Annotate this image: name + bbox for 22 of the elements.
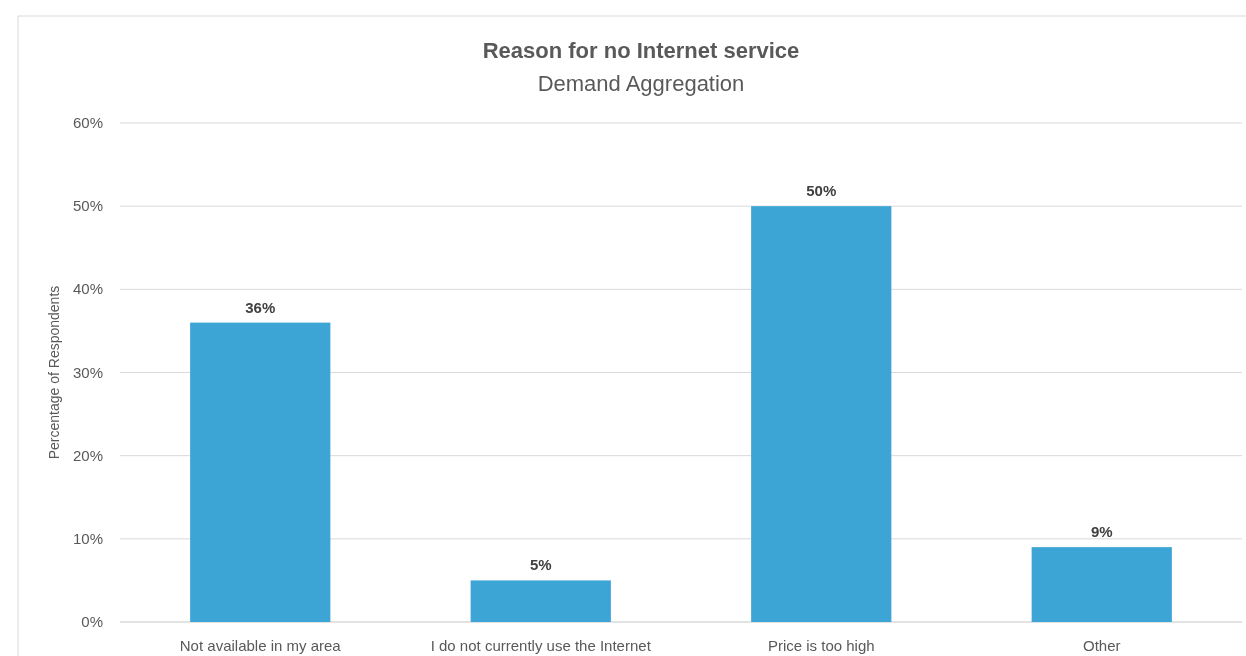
y-tick-label: 0%	[81, 613, 103, 630]
bar	[751, 206, 892, 622]
y-tick-label: 30%	[72, 363, 103, 381]
x-tick-label: Not available in my area	[179, 637, 342, 654]
y-tick-label: 10%	[72, 529, 103, 547]
data-label: 50%	[806, 182, 837, 200]
y-tick-label: 60%	[72, 114, 103, 131]
bar	[190, 322, 331, 622]
bar	[470, 580, 611, 622]
data-label: 9%	[1090, 523, 1113, 541]
x-tick-label: Other	[1082, 637, 1121, 654]
bar	[1031, 547, 1172, 622]
chart-title: Reason for no Internet service	[482, 38, 800, 63]
chart-subtitle: Demand Aggregation	[537, 71, 745, 96]
y-tick-label: 40%	[72, 280, 103, 298]
y-tick-label: 20%	[72, 446, 103, 464]
data-label: 36%	[245, 298, 276, 316]
x-tick-label: Price is too high	[767, 637, 875, 654]
data-label: 5%	[529, 556, 552, 574]
x-tick-label: I do not currently use the Internet	[430, 637, 652, 654]
y-tick-label: 50%	[72, 197, 103, 215]
y-axis-title: Percentage of Respondents	[46, 285, 62, 460]
